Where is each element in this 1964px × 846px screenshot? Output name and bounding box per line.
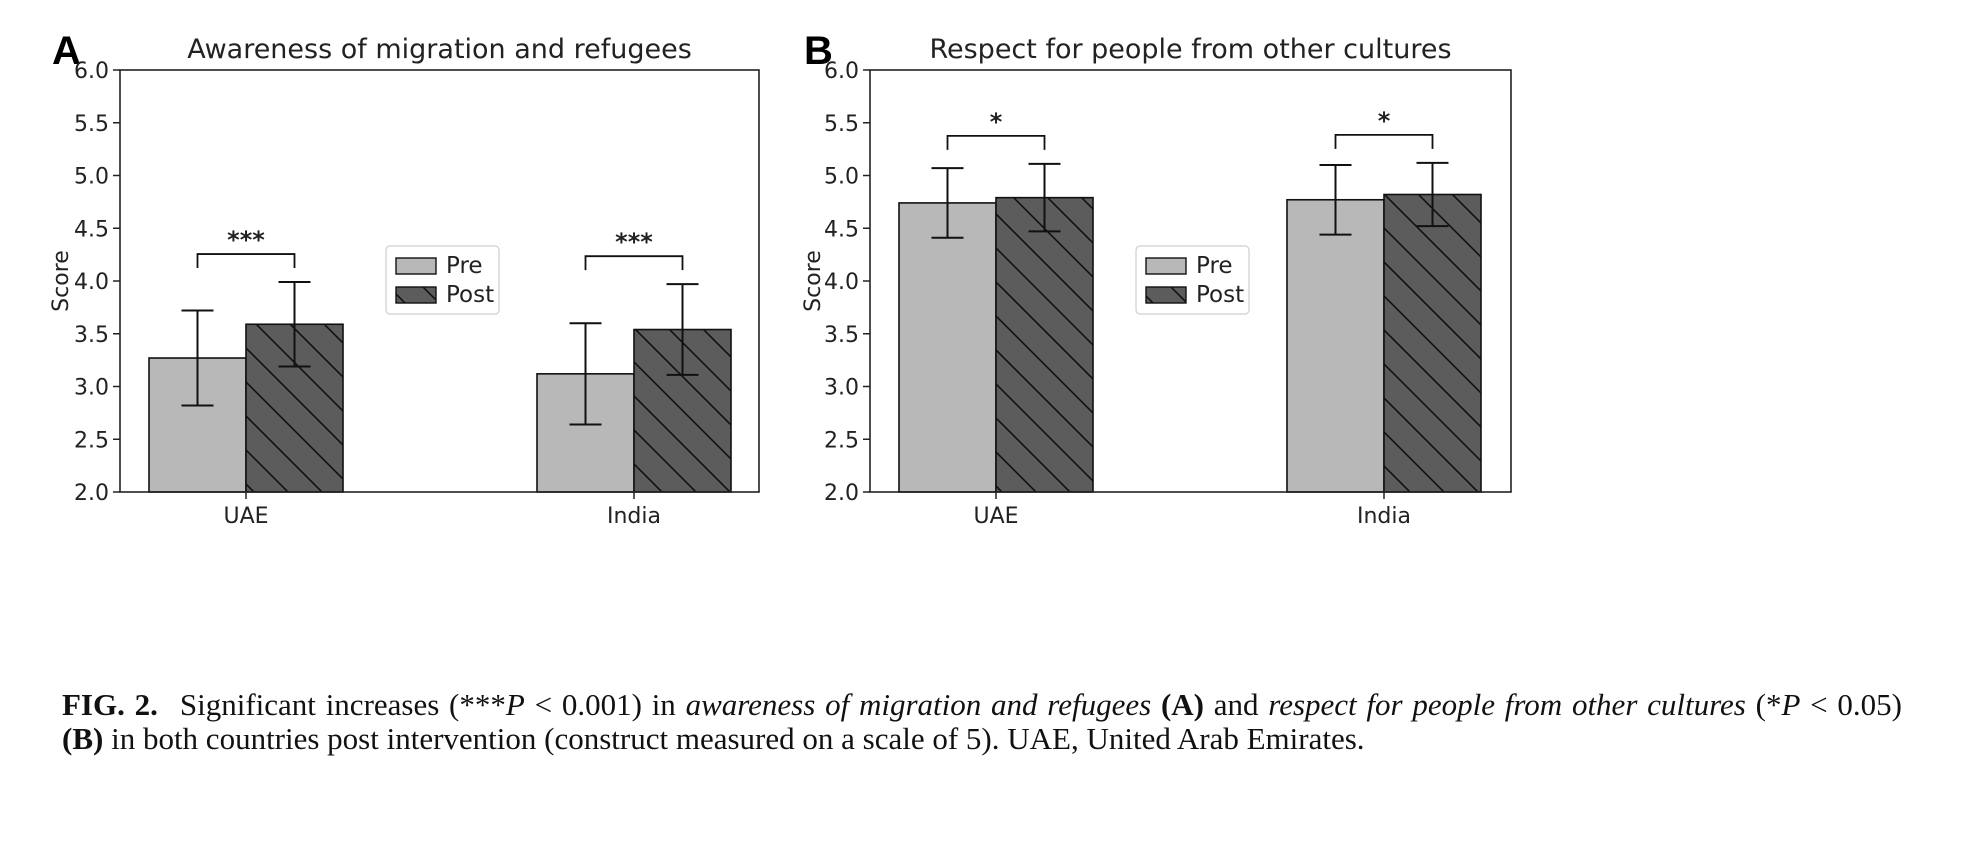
y-tick-label: 4.5 [824, 217, 859, 242]
y-tick-label: 3.5 [824, 323, 859, 348]
figure: A Awareness of migration and refugees Scor… [49, 29, 1512, 529]
caption-text-4: (* [1745, 687, 1782, 722]
bar-pre-uae [898, 202, 997, 493]
caption-p-2: P [1781, 687, 1801, 722]
legend-swatch-pre [395, 257, 437, 275]
y-tick-label: 4.0 [824, 270, 859, 295]
error-bar [666, 283, 699, 376]
legend: Pre Post [1135, 245, 1250, 315]
error-bar [1416, 161, 1449, 228]
caption-bold-1: (A) [1151, 687, 1204, 722]
error-bar [181, 309, 214, 407]
y-tick-label: 4.5 [74, 217, 109, 242]
error-bar [1319, 163, 1352, 236]
error-bar [1028, 162, 1061, 233]
x-tick-label: UAE [223, 504, 268, 529]
caption-text-5: < 0.05) [1800, 687, 1902, 722]
significance-label: * [990, 108, 1003, 136]
significance-bracket [196, 253, 296, 269]
legend-swatch-pre [1145, 257, 1187, 275]
caption-text-2: < 0.001) in [524, 687, 686, 722]
caption-p-1: P [505, 687, 525, 722]
panel-a: A Awareness of migration and refugees Scor… [49, 29, 760, 529]
y-tick-label: 3.0 [824, 376, 859, 401]
significance-bracket [584, 255, 684, 271]
significance-label: *** [615, 228, 653, 256]
legend-swatch-post [1145, 286, 1187, 304]
plot-frame [869, 69, 1512, 493]
bar-pre-india [1286, 198, 1385, 493]
y-tick-label: 5.5 [74, 112, 109, 137]
legend-label-post: Post [446, 282, 494, 308]
legend: Pre Post [385, 245, 500, 315]
panel-letter: A [52, 29, 81, 73]
plot-frame [119, 69, 760, 493]
bar-post-uae [995, 196, 1094, 493]
caption-label: FIG. 2. [62, 687, 158, 722]
error-bar [569, 322, 602, 426]
y-tick-label: 5.0 [824, 165, 859, 190]
y-tick-label: 2.0 [74, 481, 109, 506]
legend-label-post: Post [1196, 282, 1244, 308]
caption-text-3: and [1203, 687, 1269, 722]
y-tick-label: 5.5 [824, 112, 859, 137]
significance-label: *** [227, 226, 265, 254]
y-tick-label: 4.0 [74, 270, 109, 295]
caption-bold-2: (B) [62, 721, 104, 756]
y-tick-label: 2.5 [74, 428, 109, 453]
significance-bracket [1334, 133, 1434, 149]
legend-swatch-post [395, 286, 437, 304]
y-axis-label: Score [49, 250, 74, 312]
chart-title: Respect for people from other cultures [929, 34, 1451, 65]
y-axis-label: Score [801, 250, 826, 312]
y-tick-label: 3.5 [74, 323, 109, 348]
y-tick-label: 6.0 [824, 59, 859, 84]
x-tick-label: India [607, 504, 661, 529]
legend-label-pre: Pre [446, 253, 483, 279]
panel-b: B Respect for people from other cultures S… [801, 29, 1512, 529]
chart-title: Awareness of migration and refugees [187, 34, 692, 65]
caption-text-1: Significant increases (*** [179, 687, 506, 722]
caption-text-6: in both countries post intervention (con… [103, 721, 1365, 756]
y-tick-label: 5.0 [74, 165, 109, 190]
x-tick-label: UAE [973, 504, 1018, 529]
legend-label-pre: Pre [1196, 253, 1233, 279]
panel-letter: B [804, 29, 833, 73]
significance-label: * [1378, 107, 1391, 135]
y-tick-label: 2.5 [824, 428, 859, 453]
y-tick-label: 2.0 [824, 481, 859, 506]
error-bar [931, 167, 964, 239]
y-tick-label: 6.0 [74, 59, 109, 84]
figure-caption: FIG. 2. Significant increases (***P < 0.0… [62, 688, 1902, 756]
bar-post-india [1383, 193, 1482, 493]
significance-bracket [946, 134, 1046, 150]
error-bar [278, 281, 311, 368]
x-tick-label: India [1357, 504, 1411, 529]
y-tick-label: 3.0 [74, 376, 109, 401]
caption-italic-1: awareness of migration and refugees [685, 687, 1152, 722]
caption-italic-2: respect for people from other cultures [1268, 687, 1746, 722]
